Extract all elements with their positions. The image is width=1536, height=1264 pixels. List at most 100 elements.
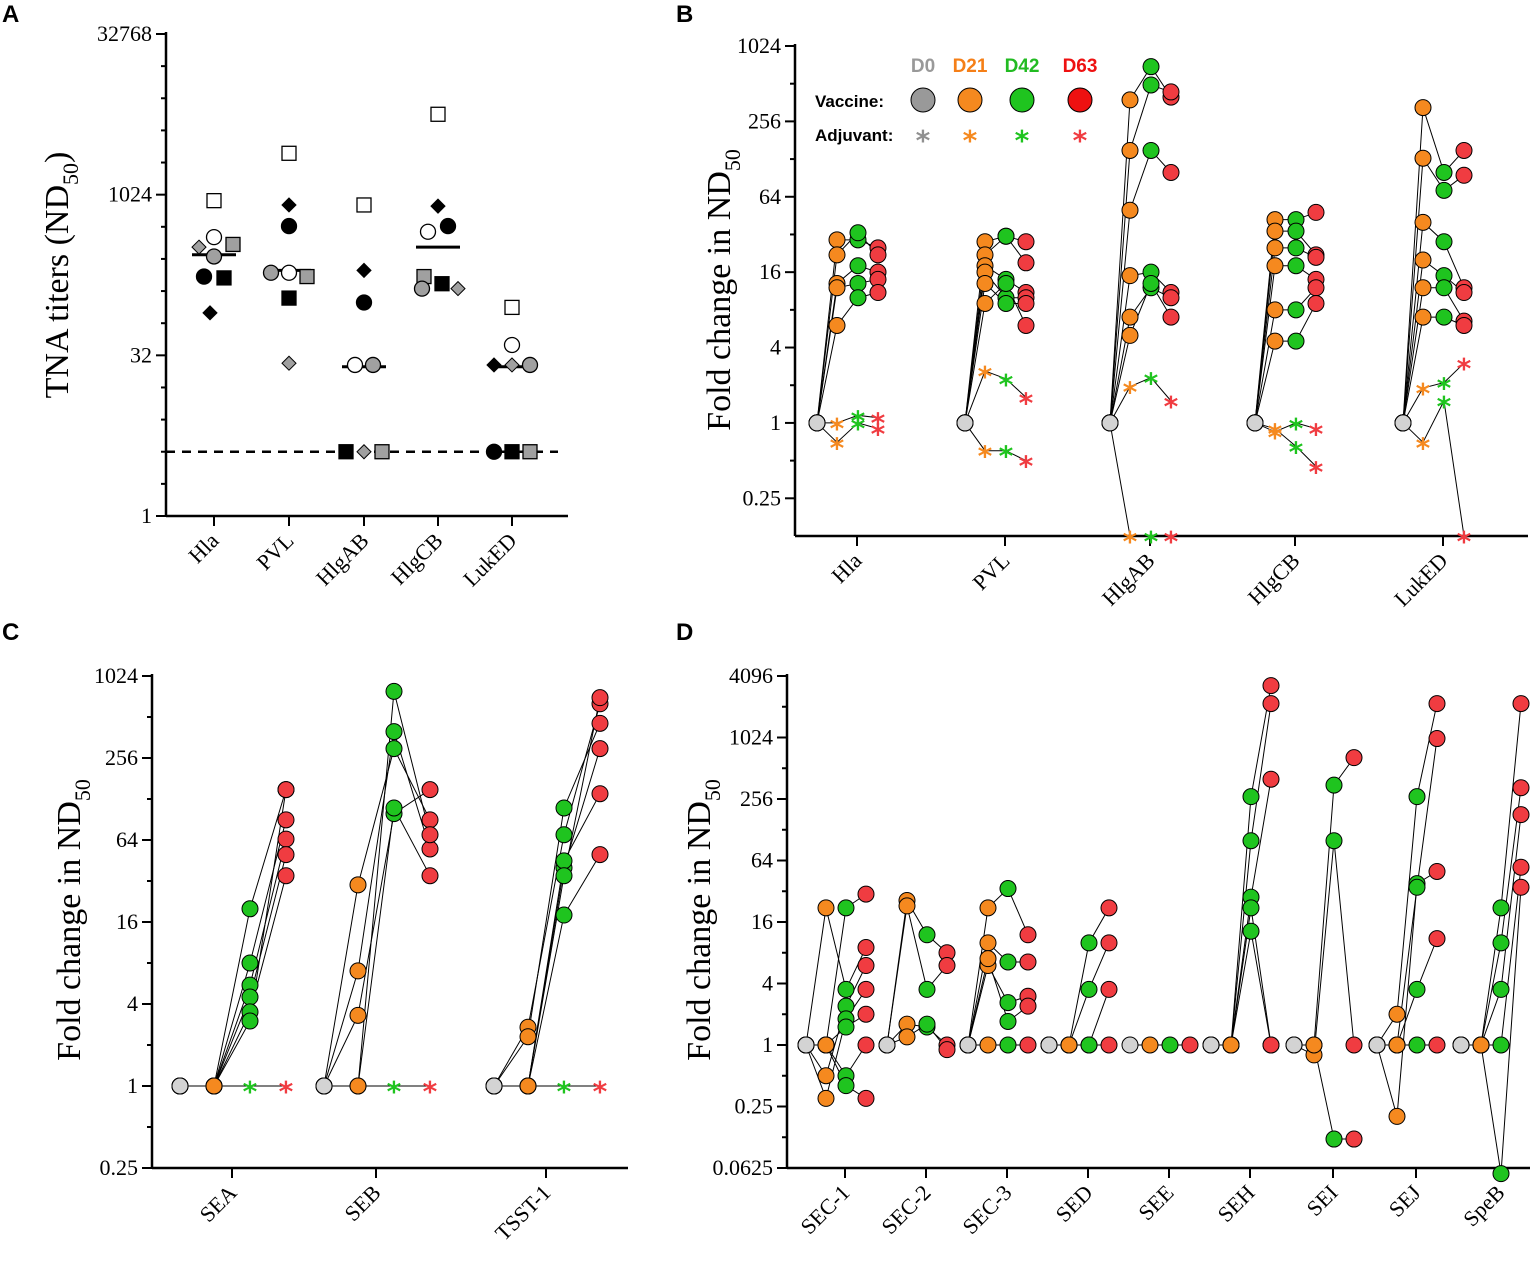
vaccine-point-luked-d63 xyxy=(1455,141,1473,159)
adjuvant-star-hlgab: * xyxy=(1144,367,1159,400)
vaccine-line-hla xyxy=(816,232,879,423)
circle-point-hlgcb xyxy=(413,280,431,297)
vaccine-line-luked xyxy=(1402,156,1465,423)
legend-vaccine-label: Vaccine: xyxy=(815,92,884,111)
vaccine-line-sec-3 xyxy=(967,887,1029,1046)
adjuvant-star-hlgcb: * xyxy=(1309,455,1324,488)
y-tick-label: 0.25 xyxy=(100,1155,139,1180)
panel-c-superantigen-fold-change: 0.25 1 4 16 64 256 1024 SEA SEB TSST-1 Fold change… xyxy=(51,663,628,1245)
vaccine-point-hlgab-d21 xyxy=(1121,201,1139,219)
vaccine-point-sed-d42 xyxy=(1080,934,1098,952)
x-tick-label-seb: SEB xyxy=(339,1180,385,1226)
vaccine-point-tsst-1-d63 xyxy=(591,846,609,864)
vaccine-line-tsst-1 xyxy=(493,703,601,1087)
vaccine-point-tsst-1-d63 xyxy=(591,689,609,707)
legend-adjuvant-label: Adjuvant: xyxy=(815,126,893,145)
adjuvant-star-hlgcb: * xyxy=(1309,418,1324,451)
vaccine-line-hlgab xyxy=(1109,149,1172,423)
vaccine-point-seb-d63 xyxy=(421,826,439,844)
vaccine-point-pvl-d42 xyxy=(997,294,1015,312)
diamond-point-hla xyxy=(191,239,207,255)
vaccine-line-sec-1 xyxy=(806,893,867,1046)
vaccine-point-speb-d63 xyxy=(1512,806,1530,824)
y-tick-label: 32768 xyxy=(97,21,152,46)
vaccine-point-sec-3-d42 xyxy=(999,1036,1017,1054)
square-point-pvl xyxy=(281,145,297,161)
circle-point-hlgab xyxy=(346,356,364,374)
vaccine-point-pvl-d42 xyxy=(997,227,1015,245)
vaccine-line-seb xyxy=(324,691,431,1087)
y-tick-label: 16 xyxy=(751,909,773,934)
diamond-point-hlgab xyxy=(356,262,372,279)
vaccine-point-sec-1-d0 xyxy=(797,1036,815,1054)
vaccine-point-sei-d0 xyxy=(1285,1036,1303,1054)
vaccine-line-sec-2 xyxy=(886,1023,948,1050)
adjuvant-star-hla: * xyxy=(851,404,866,437)
vaccine-point-hla-d21 xyxy=(828,316,846,334)
vaccine-point-seh-d63 xyxy=(1262,1036,1280,1054)
adjuvant-star-sea: * xyxy=(279,1075,294,1108)
vaccine-line-sei xyxy=(1293,840,1355,1056)
vaccine-point-sea-d63 xyxy=(277,811,295,829)
vaccine-point-seb-d63 xyxy=(421,781,439,799)
vaccine-point-sec-2-d42 xyxy=(918,1015,936,1033)
vaccine-point-see-d42 xyxy=(1161,1036,1179,1054)
panel-letter-b: B xyxy=(676,1,693,28)
circle-point-hlgcb xyxy=(419,223,437,240)
vaccine-point-sej-d63 xyxy=(1428,1036,1446,1054)
legend-vaccine-marker-d0 xyxy=(910,87,936,113)
data-points: * * *** ** *** * ** *** * ** * ***** ***** xyxy=(808,58,1473,558)
circle-point-hla xyxy=(205,228,223,246)
y-tick-label: 0.25 xyxy=(743,485,782,510)
legend: D0 D21 D42 D63 Vaccine: Adjuvant: * * * * xyxy=(815,56,1097,157)
circle-point-hlgab xyxy=(364,356,382,374)
vaccine-point-speb-d63 xyxy=(1512,779,1530,797)
vaccine-point-sed-d63 xyxy=(1100,899,1118,917)
adjuvant-line-pvl xyxy=(964,370,1027,424)
adjuvant-star-pvl: * xyxy=(978,440,993,473)
vaccine-point-pvl-d63 xyxy=(1017,294,1035,312)
adjuvant-star-hla: * xyxy=(871,418,886,451)
vaccine-line-sec-3 xyxy=(967,964,1029,1046)
vaccine-point-sec-2-d42 xyxy=(918,926,936,944)
x-tick-label-sed: SED xyxy=(1050,1180,1097,1227)
vaccine-point-hlgcb-d21 xyxy=(1266,257,1284,275)
vaccine-point-hlgcb-d63 xyxy=(1307,248,1325,266)
circle-point-luked xyxy=(521,356,539,374)
vaccine-point-hla-d63 xyxy=(869,284,887,302)
adjuvant-star-seb: * xyxy=(423,1075,438,1108)
y-tick-label: 1 xyxy=(770,410,781,435)
vaccine-point-sej-d21 xyxy=(1388,1107,1406,1125)
vaccine-point-luked-d21 xyxy=(1414,213,1432,231)
vaccine-line-tsst-1 xyxy=(494,854,601,1087)
vaccine-point-sea-d63 xyxy=(277,867,295,885)
adjuvant-star-hla: * xyxy=(851,412,866,445)
x-tick-label-pvl: PVL xyxy=(967,548,1014,595)
vaccine-line-hla xyxy=(816,278,879,423)
vaccine-point-hlgcb-d21 xyxy=(1266,222,1284,240)
y-tick-label: 64 xyxy=(751,848,773,873)
adjuvant-star-luked: * xyxy=(1437,372,1452,405)
vaccine-point-sea-d42 xyxy=(241,954,259,972)
adjuvant-star-pvl: * xyxy=(999,368,1014,401)
square-point-pvl xyxy=(281,290,297,306)
vaccine-point-seh-d42 xyxy=(1242,788,1260,806)
vaccine-point-speb-d42 xyxy=(1492,934,1510,952)
legend-adjuvant-star-d21: * xyxy=(963,124,978,157)
y-tick-label: 16 xyxy=(116,909,138,934)
vaccine-line-seb xyxy=(323,731,431,1087)
x-tick-label-hlgcb: HlgCB xyxy=(1243,548,1305,610)
legend-adjuvant-star-d0: * xyxy=(916,124,931,157)
vaccine-point-sec-1-d63 xyxy=(857,1089,875,1107)
vaccine-point-pvl-d63 xyxy=(1017,316,1035,334)
vaccine-line-pvl xyxy=(964,270,1026,423)
y-tick-label: 256 xyxy=(105,745,138,770)
vaccine-line-sec-2 xyxy=(886,898,948,1046)
circle-point-hlgcb xyxy=(439,217,457,235)
vaccine-point-sed-d63 xyxy=(1100,980,1118,998)
vaccine-point-hlgcb-d21 xyxy=(1266,301,1284,319)
vaccine-point-hla-d63 xyxy=(869,246,887,264)
vaccine-point-sej-d42 xyxy=(1408,878,1426,896)
vaccine-point-sej-d42 xyxy=(1408,980,1426,998)
vaccine-point-hla-d42 xyxy=(849,274,867,292)
